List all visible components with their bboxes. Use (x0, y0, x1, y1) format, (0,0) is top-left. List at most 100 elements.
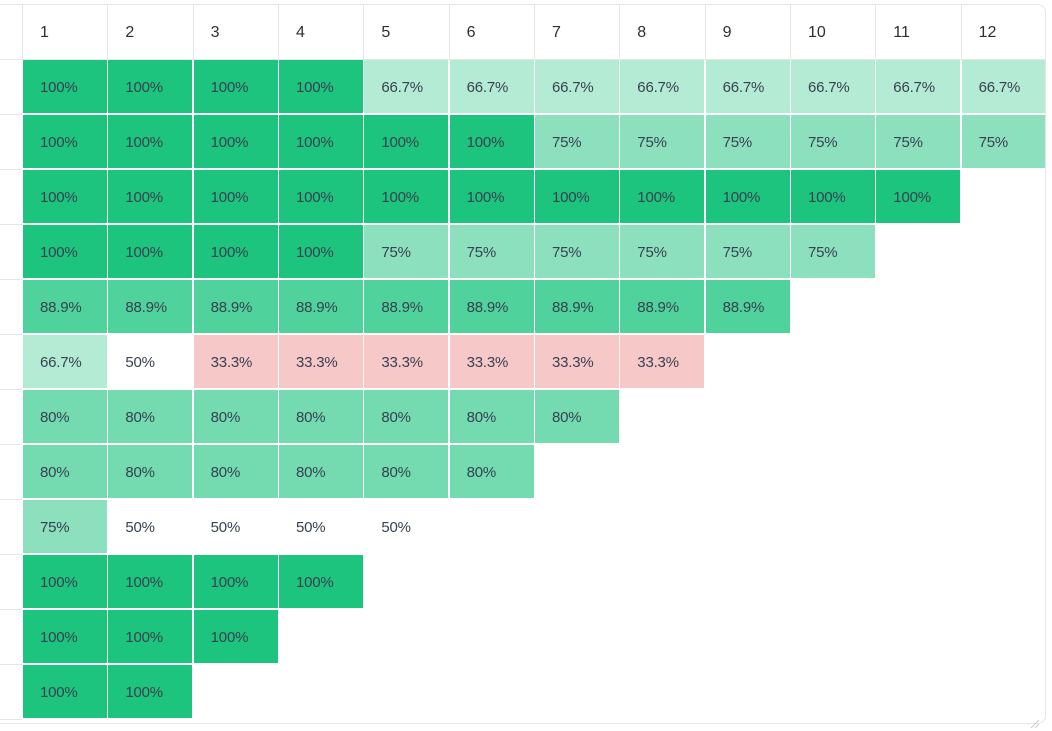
retention-cell: 100% (193, 555, 279, 609)
retention-cell: 75% (705, 115, 791, 169)
retention-cell: 88.9% (449, 280, 535, 334)
table-row: 100% 100% 100% (0, 610, 1045, 665)
retention-cell: 75% (620, 225, 706, 279)
retention-cell: 100% (108, 610, 194, 664)
retention-cell: 100% (193, 170, 279, 224)
table-row: 100% 100% 100% 100% (0, 555, 1045, 610)
retention-cell: 80% (534, 390, 620, 444)
retention-cell: 75% (534, 115, 620, 169)
retention-cell: 80% (364, 390, 450, 444)
row-label (0, 115, 22, 170)
retention-cell: 100% (449, 170, 535, 224)
row-label (0, 280, 22, 335)
retention-cell: 50% (278, 500, 364, 554)
retention-cell: 50% (193, 500, 279, 554)
retention-cell: 100% (23, 610, 108, 664)
retention-cell: 100% (108, 665, 194, 719)
retention-cell: 100% (23, 115, 108, 169)
retention-cell: 50% (108, 335, 194, 389)
row-label (0, 225, 22, 280)
retention-cell: 100% (108, 60, 194, 114)
retention-cell: 33.3% (534, 335, 620, 389)
column-header-11: 11 (875, 5, 961, 59)
retention-cell: 75% (790, 225, 876, 279)
column-header-12: 12 (960, 5, 1045, 59)
row-label (0, 60, 22, 115)
retention-cell: 80% (449, 390, 535, 444)
table-row: 75% 50% 50% 50% 50% (0, 500, 1045, 555)
retention-cell: 75% (790, 115, 876, 169)
retention-cell: 100% (534, 170, 620, 224)
retention-cell: 100% (364, 170, 450, 224)
retention-cell: 75% (23, 500, 108, 554)
retention-cell: 80% (23, 390, 108, 444)
retention-cell: 75% (876, 115, 962, 169)
retention-cell: 100% (278, 115, 364, 169)
table-row: 100% 100% 100% 100% 100% 100% 100% 100% 100% 100%… (0, 170, 1045, 225)
row-label (0, 555, 22, 610)
row-label (0, 390, 22, 445)
retention-cell: 100% (193, 115, 279, 169)
retention-cell: 80% (364, 445, 450, 499)
retention-cell: 100% (108, 555, 194, 609)
retention-cell: 66.7% (449, 60, 535, 114)
retention-cell: 100% (23, 60, 108, 114)
row-label (0, 335, 22, 390)
retention-cell: 80% (449, 445, 535, 499)
header-row: 1 2 3 4 5 6 7 8 9 10 11 12 (0, 5, 1045, 60)
retention-cell: 100% (108, 170, 194, 224)
retention-cell: 100% (108, 115, 194, 169)
retention-cell: 88.9% (705, 280, 791, 334)
retention-cell: 88.9% (23, 280, 108, 334)
retention-cell: 80% (23, 445, 108, 499)
retention-cell: 75% (534, 225, 620, 279)
table-row: 100% 100% 100% 100% 100% 100% 75% 75% 75% 75% 75% 7… (0, 115, 1045, 170)
table-row: 100% 100% 100% 100% 66.7% 66.7% 66.7% 66.7% 66.7… (0, 60, 1045, 115)
resize-grip-icon[interactable] (1030, 719, 1040, 729)
retention-cell: 100% (278, 225, 364, 279)
table-row: 100% 100% (0, 665, 1045, 720)
retention-cell: 100% (23, 225, 108, 279)
retention-cell: 33.3% (193, 335, 279, 389)
retention-cell: 88.9% (108, 280, 194, 334)
row-label (0, 665, 22, 720)
retention-cell: 66.7% (620, 60, 706, 114)
retention-cell: 80% (193, 445, 279, 499)
retention-cell: 75% (705, 225, 791, 279)
retention-cell: 66.7% (364, 60, 450, 114)
retention-cell: 80% (108, 390, 194, 444)
retention-cell: 100% (364, 115, 450, 169)
retention-cell: 88.9% (278, 280, 364, 334)
column-header-9: 9 (704, 5, 791, 59)
retention-cell: 100% (23, 170, 108, 224)
retention-cell: 100% (449, 115, 535, 169)
retention-cell: 100% (23, 665, 108, 719)
retention-cell: 88.9% (193, 280, 279, 334)
retention-cell: 88.9% (364, 280, 450, 334)
retention-cell: 100% (23, 555, 108, 609)
column-header-7: 7 (533, 5, 620, 59)
retention-cell: 100% (876, 170, 962, 224)
column-header-10: 10 (789, 5, 876, 59)
retention-cell: 80% (278, 390, 364, 444)
retention-cell: 33.3% (278, 335, 364, 389)
column-header-1: 1 (22, 5, 108, 59)
retention-cell: 100% (193, 610, 279, 664)
cohort-retention-table: 1 2 3 4 5 6 7 8 9 10 11 12 100% 100% 100% 100% 66.7% 66.… (0, 4, 1046, 724)
retention-cell: 75% (449, 225, 535, 279)
retention-cell: 50% (364, 500, 450, 554)
row-label (0, 445, 22, 500)
retention-cell: 66.7% (961, 60, 1045, 114)
table-row: 100% 100% 100% 100% 75% 75% 75% 75% 75% 75% (0, 225, 1045, 280)
retention-cell: 100% (278, 60, 364, 114)
row-label (0, 500, 22, 555)
retention-cell: 50% (108, 500, 194, 554)
retention-cell: 80% (193, 390, 279, 444)
column-header-3: 3 (192, 5, 279, 59)
retention-cell: 75% (620, 115, 706, 169)
retention-cell: 80% (108, 445, 194, 499)
retention-cell: 75% (961, 115, 1045, 169)
retention-cell: 100% (705, 170, 791, 224)
row-label (0, 170, 22, 225)
retention-cell: 66.7% (23, 335, 108, 389)
